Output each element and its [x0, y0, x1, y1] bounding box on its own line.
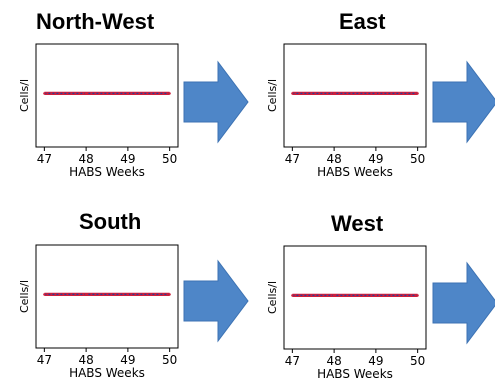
x-axis-label: HABS Weeks — [317, 367, 393, 381]
x-tick-label: 49 — [120, 353, 135, 367]
x-tick-label: 49 — [120, 152, 135, 166]
x-axis-label: HABS Weeks — [69, 366, 145, 380]
chart-north-west: 47 48 49 50 HABS Weeks Cells/l — [18, 43, 179, 179]
chart-east: 47 48 49 50 HABS Weeks Cells/l — [266, 43, 427, 179]
y-axis-label: Cells/l — [266, 79, 279, 112]
plot-frame — [283, 245, 427, 350]
flow-arrow-4 — [432, 261, 495, 345]
data-point — [126, 293, 130, 296]
x-tick-label: 48 — [326, 354, 341, 368]
data-point — [43, 92, 46, 95]
x-tick-label: 50 — [410, 354, 425, 368]
data-point — [332, 294, 336, 297]
flow-arrow-2 — [432, 60, 495, 144]
data-point — [126, 92, 130, 95]
x-tick-label: 47 — [285, 354, 300, 368]
y-axis-label: Cells/l — [18, 79, 31, 112]
data-point — [291, 294, 294, 297]
y-axis-label: Cells/l — [266, 281, 279, 314]
x-tick-label: 47 — [37, 353, 52, 367]
panel-title-west: West — [331, 211, 384, 236]
x-tick-label: 47 — [37, 152, 52, 166]
data-point — [43, 293, 46, 296]
flow-arrow-1 — [183, 60, 249, 144]
flow-arrow-3 — [183, 259, 249, 343]
panel-title-north-west: North-West — [36, 9, 155, 34]
data-point — [168, 92, 171, 95]
x-tick-label: 48 — [78, 353, 93, 367]
data-point — [168, 293, 171, 296]
x-tick-label: 47 — [285, 152, 300, 166]
plot-frame — [283, 43, 427, 148]
x-tick-label: 48 — [78, 152, 93, 166]
x-tick-label: 50 — [162, 353, 177, 367]
chart-west: 47 48 49 50 HABS Weeks Cells/l — [266, 245, 427, 381]
data-point — [332, 92, 336, 95]
data-point — [84, 293, 88, 296]
plot-frame — [35, 244, 179, 349]
data-point — [374, 294, 378, 297]
y-axis-label: Cells/l — [18, 280, 31, 313]
data-point — [416, 294, 419, 297]
chart-south: 47 48 49 50 HABS Weeks Cells/l — [18, 244, 179, 380]
x-tick-label: 49 — [368, 152, 383, 166]
x-axis-label: HABS Weeks — [69, 165, 145, 179]
data-point — [291, 92, 294, 95]
data-point — [84, 92, 88, 95]
plot-frame — [35, 43, 179, 148]
x-tick-label: 48 — [326, 152, 341, 166]
data-point — [374, 92, 378, 95]
x-tick-label: 50 — [162, 152, 177, 166]
panel-title-east: East — [339, 9, 386, 34]
panel-title-south: South — [79, 209, 142, 234]
x-tick-label: 50 — [410, 152, 425, 166]
x-axis-label: HABS Weeks — [317, 165, 393, 179]
data-point — [416, 92, 419, 95]
x-tick-label: 49 — [368, 354, 383, 368]
